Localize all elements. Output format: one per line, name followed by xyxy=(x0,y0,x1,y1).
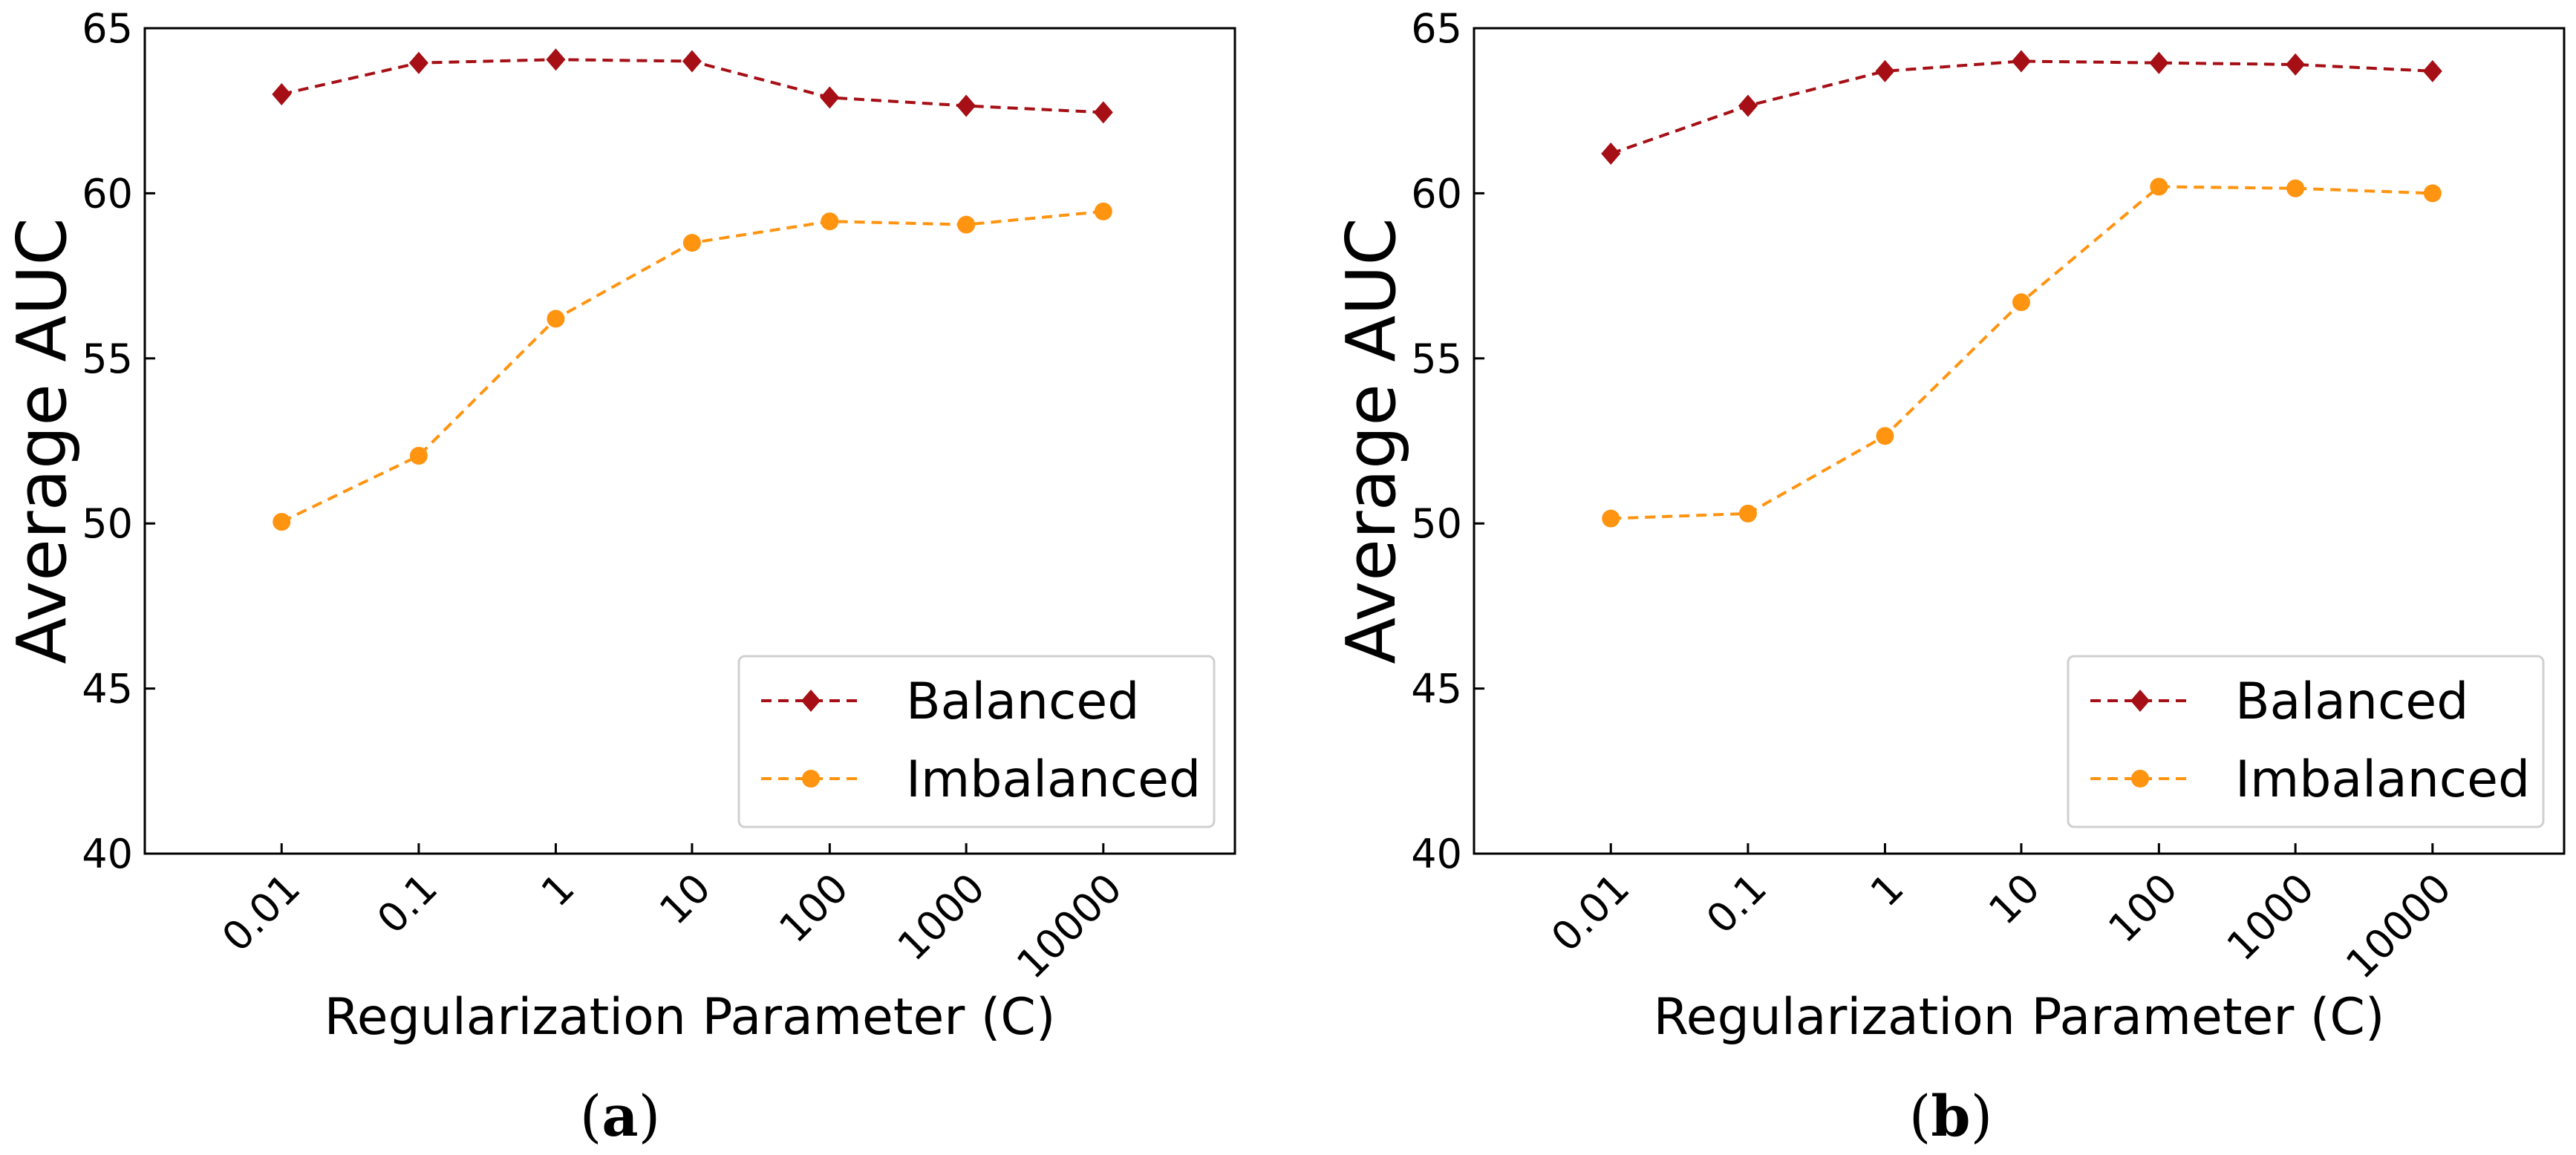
caption-letter: a xyxy=(601,1083,638,1149)
legend-label-imbalanced: Imbalanced xyxy=(2235,750,2530,809)
data-point-imbalanced xyxy=(2423,184,2442,203)
data-point-imbalanced xyxy=(1094,202,1112,220)
legend-box xyxy=(737,655,1216,828)
y-tick-label: 65 xyxy=(82,5,133,52)
data-point-balanced xyxy=(1738,94,1758,117)
series-imbalanced xyxy=(1602,177,2442,528)
series-balanced xyxy=(1601,50,2442,166)
y-tick-label: 60 xyxy=(1411,170,1462,217)
y-tick-label: 40 xyxy=(82,831,133,877)
y-tick-label: 55 xyxy=(82,336,133,382)
x-axis-label: Regularization Parameter (C) xyxy=(325,988,1056,1047)
y-axis-label: Average AUC xyxy=(1331,217,1411,664)
x-tick-label: 0.01 xyxy=(213,865,310,961)
panel-caption: (b) xyxy=(1909,1083,1992,1149)
data-point-balanced xyxy=(1601,143,1621,166)
data-point-imbalanced xyxy=(957,215,976,234)
y-tick-label: 45 xyxy=(82,666,133,713)
caption-letter: b xyxy=(1931,1083,1970,1149)
legend: Balanced Imbalanced xyxy=(2067,655,2545,828)
y-tick-label: 55 xyxy=(1411,336,1462,382)
y-tick-label: 50 xyxy=(1411,500,1462,547)
legend-marker-imbalanced xyxy=(2131,770,2149,788)
series-line-balanced xyxy=(1610,59,2433,155)
series-imbalanced xyxy=(273,202,1112,531)
legend-label-balanced: Balanced xyxy=(906,673,1139,731)
x-tick-label: 100 xyxy=(770,865,857,952)
data-point-imbalanced xyxy=(1738,504,1757,523)
panel-caption: (a) xyxy=(580,1083,661,1149)
caption-paren-open: ( xyxy=(1909,1083,1931,1149)
caption-paren-close: ) xyxy=(639,1083,661,1149)
x-tick-label: 1 xyxy=(1862,865,1913,916)
legend-label-imbalanced: Imbalanced xyxy=(906,750,1201,809)
series-balanced xyxy=(272,48,1113,124)
series-line-imbalanced xyxy=(1611,185,2433,520)
legend: Balanced Imbalanced xyxy=(737,655,1216,828)
legend-marker-balanced xyxy=(801,690,821,712)
data-point-imbalanced xyxy=(547,310,565,328)
data-point-imbalanced xyxy=(2286,179,2305,197)
series-line-imbalanced xyxy=(281,209,1104,523)
x-tick-label: 100 xyxy=(2099,865,2186,952)
chart-panel-b: 40 45 50 55 60 65 0.01 0.1 1 10 100 1000 10000Regula… xyxy=(1331,5,2566,1149)
data-point-balanced xyxy=(272,82,292,105)
x-tick-label: 0.1 xyxy=(1698,865,1776,943)
data-point-imbalanced xyxy=(821,212,839,231)
data-point-imbalanced xyxy=(2150,177,2168,196)
data-point-balanced xyxy=(682,50,702,73)
legend-marker-imbalanced xyxy=(802,770,820,788)
chart-panel-a: 40 45 50 55 60 65 0.01 0.1 1 10 100 1000 10000Regula… xyxy=(2,5,1236,1149)
data-point-imbalanced xyxy=(1876,427,1894,445)
x-tick-label: 10000 xyxy=(1008,865,1131,988)
data-point-balanced xyxy=(546,48,566,71)
x-tick-label: 1000 xyxy=(889,865,994,970)
data-point-imbalanced xyxy=(2012,293,2030,312)
legend-label-balanced: Balanced xyxy=(2235,673,2468,731)
y-tick-label: 45 xyxy=(1411,666,1462,713)
data-point-balanced xyxy=(2422,59,2442,82)
x-tick-label: 10 xyxy=(650,865,720,934)
y-tick-label: 60 xyxy=(82,170,133,217)
caption-paren-open: ( xyxy=(580,1083,602,1149)
x-tick-label: 1000 xyxy=(2218,865,2324,970)
data-point-balanced xyxy=(820,86,840,109)
data-point-imbalanced xyxy=(1602,509,1620,528)
x-tick-label: 1 xyxy=(532,865,584,916)
y-axis-label: Average AUC xyxy=(2,217,82,664)
data-point-balanced xyxy=(956,94,976,117)
data-point-balanced xyxy=(2011,50,2031,73)
caption-paren-close: ) xyxy=(1971,1083,1993,1149)
plot-frame xyxy=(143,27,1236,855)
data-point-imbalanced xyxy=(409,447,428,465)
data-point-balanced xyxy=(2286,53,2306,76)
y-tick-label: 50 xyxy=(82,500,133,547)
data-point-balanced xyxy=(408,51,428,74)
y-tick-label: 65 xyxy=(1411,5,1462,52)
data-point-imbalanced xyxy=(273,512,291,531)
y-tick-label: 40 xyxy=(1411,831,1462,877)
data-point-balanced xyxy=(1875,59,1895,82)
legend-box xyxy=(2067,655,2545,828)
plot-frame xyxy=(1473,27,2566,855)
data-point-balanced xyxy=(2149,51,2169,74)
x-tick-label: 10000 xyxy=(2337,865,2460,988)
x-axis-label: Regularization Parameter (C) xyxy=(1654,988,2385,1047)
x-tick-label: 0.01 xyxy=(1542,865,1639,961)
x-tick-label: 10 xyxy=(1980,865,2049,934)
data-point-balanced xyxy=(1093,101,1113,124)
legend-marker-balanced xyxy=(2130,690,2150,712)
x-tick-label: 0.1 xyxy=(368,865,446,943)
data-point-imbalanced xyxy=(682,234,701,252)
